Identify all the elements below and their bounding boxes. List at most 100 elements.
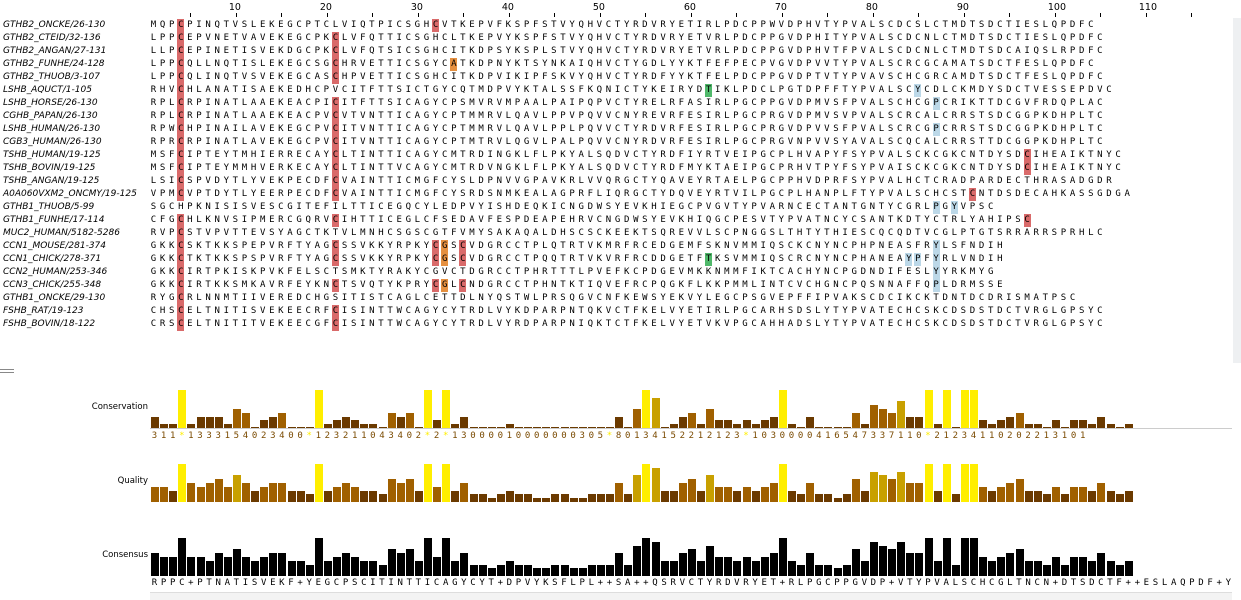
- conservation-bar: [642, 390, 651, 428]
- sequence-name[interactable]: CGHB_PAPAN/26-130: [3, 111, 98, 121]
- conservation-bar: [724, 420, 733, 428]
- conservation-bar: [387, 412, 396, 428]
- sequence-name[interactable]: GTHB1_THUOB/5-99: [3, 202, 95, 212]
- consensus-bar: [1124, 560, 1133, 576]
- sequence-name[interactable]: A0A060VXM2_ONCMY/19-125: [3, 189, 137, 199]
- consensus-bar: [451, 560, 460, 576]
- sequence-name[interactable]: GTHB2_ONCKE/26-130: [3, 20, 106, 30]
- conservation-bar: [260, 420, 269, 428]
- quality-bar: [697, 490, 706, 502]
- consensus-bar: [223, 557, 232, 576]
- conservation-bar: [505, 424, 514, 428]
- consensus-bar: [706, 545, 715, 576]
- conservation-bar: [178, 390, 187, 428]
- consensus-bar: [633, 545, 642, 576]
- sequence-name[interactable]: CCN3_CHICK/255-348: [3, 280, 102, 290]
- quality-bar: [451, 490, 460, 502]
- sequence-name[interactable]: TSHB_ANGAN/19-125: [3, 176, 100, 186]
- quality-bar: [970, 464, 979, 502]
- quality-bar: [797, 494, 806, 502]
- conservation-bar: [788, 424, 797, 428]
- quality-bar: [1070, 486, 1079, 502]
- sequence-name[interactable]: LSHB_HORSE/26-130: [3, 98, 98, 108]
- conservation-bar: [951, 427, 960, 428]
- sequence-name[interactable]: LSHB_AQUCT/1-105: [3, 85, 92, 95]
- sequence-name[interactable]: MUC2_HUMAN/5182-5286: [3, 228, 120, 238]
- quality-bar: [542, 498, 551, 502]
- sequence-name[interactable]: GTHB2_FUNHE/24-128: [3, 59, 105, 69]
- sequence-name[interactable]: TSHB_HUMAN/19-125: [3, 150, 101, 160]
- sequence-name[interactable]: GTHB2_CTEID/32-136: [3, 33, 101, 43]
- split-pane-handle[interactable]: [0, 369, 14, 373]
- quality-bar: [205, 483, 214, 502]
- sequence-name[interactable]: CCN1_CHICK/278-371: [3, 254, 102, 264]
- quality-bar: [232, 475, 241, 502]
- sequence-name[interactable]: CCN2_HUMAN/253-346: [3, 267, 108, 277]
- quality-bar: [460, 483, 469, 502]
- horizontal-scrollbar[interactable]: [150, 592, 1232, 600]
- conservation-bar: [1115, 427, 1124, 428]
- quality-bar: [997, 486, 1006, 502]
- sequence-name[interactable]: CCN1_MOUSE/281-374: [3, 241, 106, 251]
- sequence-name[interactable]: GTHB1_ONCKE/29-130: [3, 293, 106, 303]
- quality-bar: [860, 490, 869, 502]
- consensus-bar: [487, 568, 496, 576]
- consensus-bar: [678, 553, 687, 576]
- ruler-tick: [508, 13, 510, 17]
- sequence-name[interactable]: TSHB_BOVIN/19-125: [3, 163, 96, 173]
- sequence-name[interactable]: FSHB_BOVIN/18-122: [3, 319, 96, 329]
- consensus-bar: [1033, 560, 1042, 576]
- conservation-label: Conservation: [91, 402, 148, 412]
- conservation-bar: [606, 427, 615, 428]
- sequence-name[interactable]: GTHB2_ANGAN/27-131: [3, 46, 107, 56]
- quality-bar: [551, 494, 560, 502]
- conservation-symbols: 3 1 1 * 1 3 3 3 1 5 4 0 2 3 4 0 0 * 1 2 3 2 1 1 0 4 3 4 0 2 * 2 * 1 3 0 0 0 0 1…: [151, 431, 1086, 441]
- sequence-name[interactable]: GTHB2_THUOB/3-107: [3, 72, 100, 82]
- ruler-label: 50: [592, 2, 605, 13]
- sequence-name[interactable]: CGB3_HUMAN/26-130: [3, 137, 102, 147]
- consensus-bar: [697, 560, 706, 576]
- ruler-tick: [872, 13, 874, 17]
- vertical-scrollbar[interactable]: [1233, 18, 1241, 363]
- quality-bar: [788, 490, 797, 502]
- consensus-bar: [151, 553, 160, 576]
- consensus-bar: [888, 549, 897, 576]
- conservation-bar: [533, 427, 542, 428]
- sequence-name[interactable]: FSHB_RAT/19-123: [3, 306, 84, 316]
- conservation-bar: [414, 427, 423, 428]
- ruler-tick: [235, 13, 237, 17]
- quality-bar: [879, 475, 888, 502]
- sequence-name[interactable]: GTHB1_FUNHE/17-114: [3, 215, 105, 225]
- quality-bar: [414, 490, 423, 502]
- consensus-bar: [897, 541, 906, 576]
- sequence-name[interactable]: LSHB_HUMAN/26-130: [3, 124, 101, 134]
- quality-bar: [1061, 494, 1070, 502]
- quality-bar: [1124, 490, 1133, 502]
- ruler-tick: [645, 13, 647, 17]
